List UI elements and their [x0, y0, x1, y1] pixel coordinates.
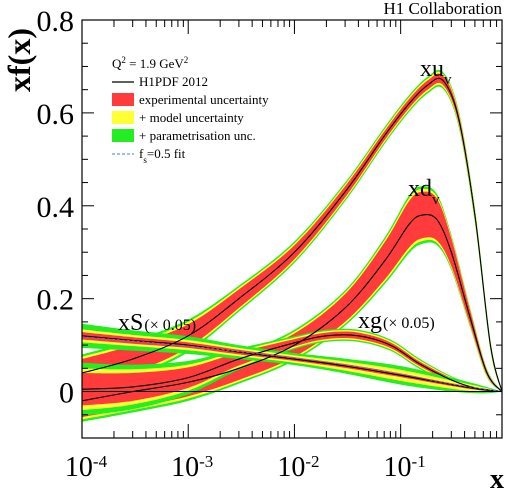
- x-axis-label: x: [490, 464, 504, 491]
- legend-swatch-box: [112, 93, 134, 106]
- band-experimental-xS(x0.05): [82, 332, 502, 392]
- curve-xS(x0.05): [81, 335, 503, 393]
- band-experimental-xd_v: [82, 191, 502, 418]
- band-experimental-xg(x0.05): [82, 331, 502, 406]
- curve-label-xd_v: xdv: [408, 176, 440, 208]
- y-tick-label: 0.4: [37, 191, 75, 224]
- y-tick-label: 0.6: [37, 98, 75, 131]
- legend: Q2 = 1.9 GeV2 H1PDF 2012 experimental unc…: [112, 55, 269, 165]
- curve-label-xg(x0.05): xg(× 0.05): [358, 308, 435, 334]
- y-tick-label: 0.8: [37, 5, 75, 38]
- curve-xg(x0.05): [81, 334, 503, 393]
- y-tick-label: 0.2: [37, 284, 75, 317]
- band-experimental-xu_v: [82, 73, 502, 392]
- curve-labels: xuv xdv xg(× 0.05) xS(× 0.05): [118, 56, 452, 336]
- axis-ticks: [81, 19, 503, 439]
- curve-label-xS(x0.05): xS(× 0.05): [118, 310, 196, 336]
- legend-label: + parametrisation unc.: [139, 128, 256, 143]
- legend-label: experimental uncertainty: [139, 92, 269, 107]
- collaboration-label: H1 Collaboration: [383, 0, 502, 18]
- x-tick-label: 10-1: [384, 452, 426, 484]
- legend-label: H1PDF 2012: [139, 74, 208, 89]
- legend-label: + model uncertainty: [139, 110, 244, 125]
- curve-xu_v: [81, 77, 503, 392]
- legend-label: fs=0.5 fit: [139, 146, 186, 165]
- central-curves: [81, 77, 503, 402]
- curve-fs-fit: [81, 336, 503, 393]
- curve-label-xu_v: xuv: [420, 56, 452, 88]
- legend-swatch-box: [112, 111, 134, 124]
- x-tick-label: 10-3: [171, 452, 213, 484]
- y-axis-label: xf(x): [1, 28, 37, 92]
- legend-swatch-box: [112, 129, 134, 142]
- legend-header: Q2 = 1.9 GeV2: [112, 55, 188, 71]
- curve-xd_v: [81, 214, 503, 402]
- x-tick-label: 10-4: [65, 452, 108, 484]
- y-tick-label: 0: [59, 377, 74, 410]
- x-tick-label: 10-2: [277, 452, 319, 484]
